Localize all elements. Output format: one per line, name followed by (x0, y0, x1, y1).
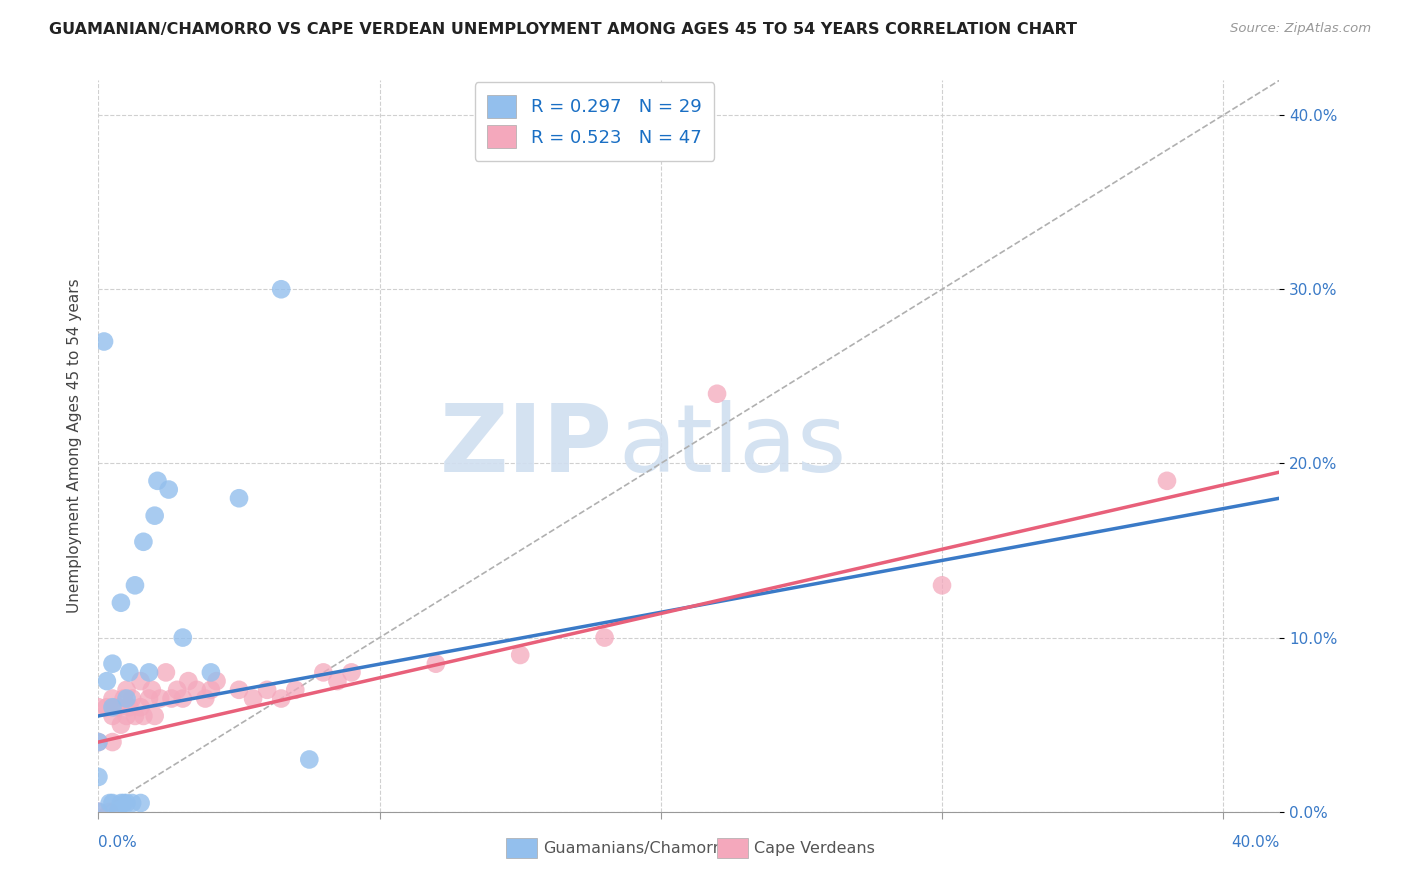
Y-axis label: Unemployment Among Ages 45 to 54 years: Unemployment Among Ages 45 to 54 years (66, 278, 82, 614)
Point (146, 474, 169, 488)
Point (104, 700, 127, 714)
Point (118, 700, 141, 714)
Point (172, 691, 194, 706)
Point (186, 682, 208, 697)
Point (138, 665, 160, 680)
Point (93, 334, 115, 349)
Point (200, 682, 222, 697)
Point (172, 631, 194, 645)
Point (101, 657, 124, 671)
Text: atlas: atlas (619, 400, 846, 492)
Point (101, 691, 124, 706)
Point (115, 796, 138, 810)
Point (121, 691, 143, 706)
Point (706, 386, 728, 401)
Point (129, 796, 152, 810)
Point (340, 665, 363, 680)
Point (194, 691, 217, 706)
Text: Source: ZipAtlas.com: Source: ZipAtlas.com (1230, 22, 1371, 36)
Point (138, 691, 160, 706)
Text: Guamanians/Chamorros: Guamanians/Chamorros (543, 841, 737, 855)
Point (87, 770, 110, 784)
Point (101, 700, 124, 714)
Text: 0.0%: 0.0% (98, 836, 138, 850)
Point (242, 691, 264, 706)
Point (115, 682, 138, 697)
Point (115, 709, 138, 723)
Point (132, 534, 155, 549)
Point (87, 735, 110, 749)
Point (124, 709, 146, 723)
Point (157, 483, 180, 497)
Point (312, 665, 335, 680)
Point (1156, 474, 1178, 488)
Point (509, 648, 531, 662)
Point (87, 805, 110, 819)
Point (143, 508, 166, 523)
Point (107, 700, 129, 714)
Point (101, 709, 124, 723)
Text: 40.0%: 40.0% (1232, 836, 1279, 850)
Point (129, 674, 152, 689)
Point (107, 805, 129, 819)
Point (98, 796, 121, 810)
Point (593, 631, 616, 645)
Point (87, 700, 110, 714)
Point (228, 682, 250, 697)
Point (124, 578, 146, 592)
Point (256, 682, 278, 697)
Point (149, 691, 172, 706)
Point (121, 796, 143, 810)
Point (96, 674, 118, 689)
Text: Cape Verdeans: Cape Verdeans (754, 841, 875, 855)
Point (270, 282, 292, 296)
Point (110, 717, 132, 731)
Point (112, 691, 135, 706)
Point (160, 691, 183, 706)
Point (143, 709, 166, 723)
Text: ZIP: ZIP (439, 400, 612, 492)
Text: GUAMANIAN/CHAMORRO VS CAPE VERDEAN UNEMPLOYMENT AMONG AGES 45 TO 54 YEARS CORREL: GUAMANIAN/CHAMORRO VS CAPE VERDEAN UNEMP… (49, 22, 1077, 37)
Point (228, 491, 250, 506)
Point (101, 735, 124, 749)
Point (284, 682, 307, 697)
Point (118, 665, 141, 680)
Point (110, 596, 132, 610)
Point (166, 682, 188, 697)
Point (425, 657, 447, 671)
Point (87, 805, 110, 819)
Point (98, 805, 121, 819)
Point (132, 709, 155, 723)
Point (87, 735, 110, 749)
Point (298, 752, 321, 766)
Point (129, 700, 152, 714)
Point (177, 674, 200, 689)
Point (141, 682, 163, 697)
Point (110, 796, 132, 810)
Point (200, 665, 222, 680)
Point (101, 796, 124, 810)
Legend: R = 0.297   N = 29, R = 0.523   N = 47: R = 0.297 N = 29, R = 0.523 N = 47 (475, 82, 714, 161)
Point (96, 700, 118, 714)
Point (112, 796, 135, 810)
Point (205, 674, 228, 689)
Point (115, 691, 138, 706)
Point (326, 674, 349, 689)
Point (155, 665, 177, 680)
Point (931, 578, 953, 592)
Point (270, 691, 292, 706)
